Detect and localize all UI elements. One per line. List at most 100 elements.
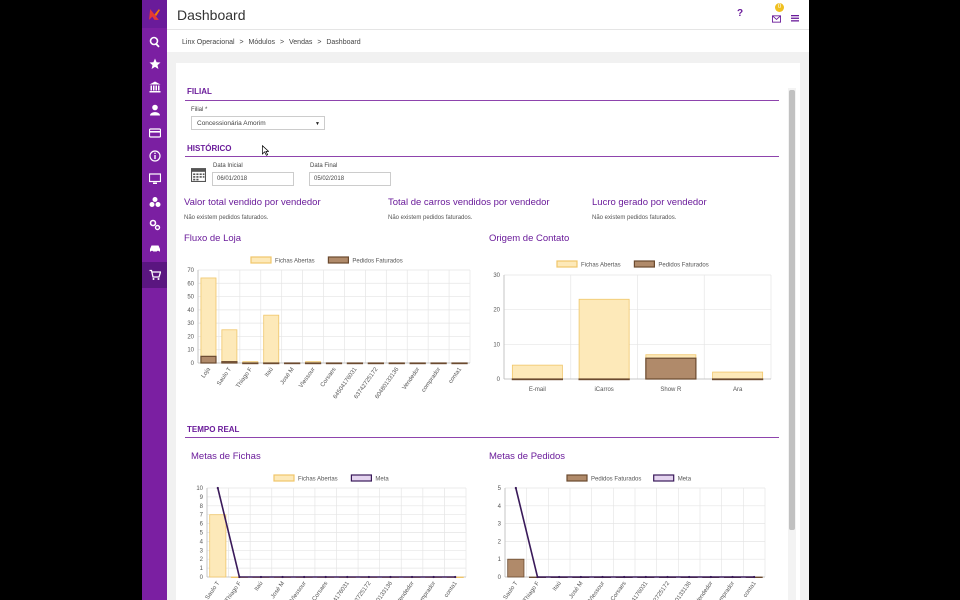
x-tick-label: Vendedor bbox=[402, 367, 422, 391]
chart-title-metas-fichas: Metas de Fichas bbox=[191, 451, 261, 462]
meta-point bbox=[367, 575, 370, 579]
x-tick-label: Itaú bbox=[552, 581, 563, 593]
car-icon[interactable] bbox=[142, 237, 167, 259]
meta-point bbox=[666, 575, 669, 579]
x-tick-label: E-mail bbox=[529, 387, 546, 393]
meta-point bbox=[688, 575, 691, 579]
bar bbox=[367, 362, 384, 365]
start-date-label: Data Inicial bbox=[213, 163, 243, 169]
meta-point bbox=[346, 575, 349, 579]
info-icon[interactable] bbox=[142, 145, 167, 167]
breadcrumb-item[interactable]: Vendas bbox=[289, 39, 313, 46]
x-tick-label: Vendedor bbox=[695, 581, 715, 600]
meta-point bbox=[601, 575, 604, 579]
kpi-note: Não existem pedidos faturados. bbox=[388, 215, 473, 221]
scrollbar[interactable] bbox=[788, 88, 796, 600]
y-tick-label: 30 bbox=[493, 273, 500, 279]
y-tick-label: 20 bbox=[187, 334, 194, 340]
x-tick-label: Ara bbox=[733, 387, 743, 393]
y-tick-label: 0 bbox=[497, 377, 501, 383]
meta-line bbox=[515, 487, 755, 578]
x-tick-label: José M bbox=[280, 367, 296, 386]
filial-select[interactable]: Concessionária Amorim ▼ bbox=[191, 116, 325, 130]
y-tick-label: 5 bbox=[498, 486, 502, 492]
x-tick-label: Itaú bbox=[264, 367, 275, 379]
x-tick-label: 63742725172 bbox=[347, 580, 373, 600]
legend-label: Fichas Abertas bbox=[298, 477, 338, 483]
legend-swatch bbox=[566, 474, 588, 482]
bar bbox=[200, 277, 217, 364]
search-icon[interactable] bbox=[142, 31, 167, 53]
breadcrumb-item[interactable]: Módulos bbox=[248, 39, 275, 46]
y-tick-label: 10 bbox=[196, 486, 203, 492]
bar bbox=[645, 357, 697, 380]
bar bbox=[578, 298, 630, 380]
y-tick-label: 10 bbox=[187, 348, 194, 354]
y-tick-label: 8 bbox=[200, 504, 204, 510]
scrollbar-thumb[interactable] bbox=[789, 90, 795, 530]
breadcrumb-item[interactable]: Linx Operacional bbox=[182, 39, 235, 46]
layers-icon[interactable] bbox=[142, 191, 167, 213]
y-tick-label: 20 bbox=[493, 308, 500, 314]
bar bbox=[346, 362, 364, 365]
bank-icon[interactable] bbox=[142, 76, 167, 98]
kpi-title: Valor total vendido por vendedor bbox=[184, 197, 321, 208]
help-button[interactable]: ? bbox=[737, 8, 744, 19]
bar bbox=[221, 361, 238, 364]
bar bbox=[388, 362, 405, 365]
x-tick-label: 63742725172 bbox=[645, 580, 671, 600]
kpi-note: Não existem pedidos faturados. bbox=[184, 215, 269, 221]
bar bbox=[711, 378, 764, 381]
cart-icon[interactable] bbox=[142, 262, 167, 288]
legend-label: Pedidos Faturados bbox=[658, 263, 708, 269]
logo-icon[interactable] bbox=[142, 0, 167, 28]
meta-point bbox=[432, 575, 435, 579]
x-tick-label: José M bbox=[270, 581, 286, 600]
mail-icon[interactable]: 0 bbox=[772, 3, 784, 28]
card-icon[interactable] bbox=[142, 122, 167, 144]
legend-label: Fichas Abertas bbox=[275, 259, 315, 265]
monitor-icon[interactable] bbox=[142, 168, 167, 190]
y-tick-label: 40 bbox=[187, 308, 194, 314]
legend-swatch bbox=[273, 474, 295, 482]
meta-point bbox=[324, 575, 327, 579]
settings-icon[interactable] bbox=[142, 214, 167, 236]
bar bbox=[304, 362, 322, 365]
x-tick-label: 60480133136 bbox=[368, 580, 394, 600]
bar bbox=[209, 514, 227, 578]
y-tick-label: 0 bbox=[200, 575, 204, 581]
origem-de-contato-chart: Fichas Abertas Pedidos Faturados 0 10 20 30 E-… bbox=[493, 260, 772, 393]
x-tick-label: 64504176031 bbox=[325, 580, 351, 600]
filial-label: Filial * bbox=[191, 107, 208, 113]
meta-point bbox=[514, 486, 517, 490]
start-date-input[interactable]: 06/01/2018 bbox=[212, 172, 294, 186]
legend-swatch bbox=[556, 260, 578, 268]
meta-point bbox=[259, 575, 263, 579]
y-tick-label: 1 bbox=[498, 557, 502, 563]
y-tick-label: 5 bbox=[200, 531, 204, 537]
section-filial-title: FILIAL bbox=[187, 87, 212, 96]
x-tick-label: José M bbox=[568, 581, 584, 600]
meta-line bbox=[217, 487, 456, 578]
star-icon[interactable] bbox=[142, 53, 167, 75]
y-tick-label: 3 bbox=[200, 548, 204, 554]
x-tick-label: 64504176031 bbox=[623, 580, 649, 600]
mail-badge: 0 bbox=[775, 3, 784, 12]
bar bbox=[409, 362, 426, 365]
main-content: Dashboard ? 0 Linx Operacional > Módulos… bbox=[167, 0, 809, 600]
bar bbox=[242, 362, 259, 365]
end-date-input[interactable]: 05/02/2018 bbox=[309, 172, 391, 186]
section-divider bbox=[185, 100, 779, 101]
bar bbox=[511, 378, 564, 381]
user-icon[interactable] bbox=[142, 99, 167, 121]
app-window: Dashboard ? 0 Linx Operacional > Módulos… bbox=[142, 0, 809, 600]
bar bbox=[430, 362, 447, 365]
x-tick-label: Thiago F bbox=[235, 366, 254, 389]
x-tick-label: comprador bbox=[715, 581, 736, 600]
fluxo-de-loja-chart: Fichas Abertas Pedidos Faturados 0 10 20 30 40… bbox=[187, 256, 471, 400]
hamburger-menu-icon[interactable] bbox=[791, 9, 799, 27]
kpi-note: Não existem pedidos faturados. bbox=[592, 215, 677, 221]
breadcrumb: Linx Operacional > Módulos > Vendas > Da… bbox=[167, 30, 809, 52]
section-divider bbox=[185, 156, 779, 157]
bar bbox=[284, 362, 301, 365]
